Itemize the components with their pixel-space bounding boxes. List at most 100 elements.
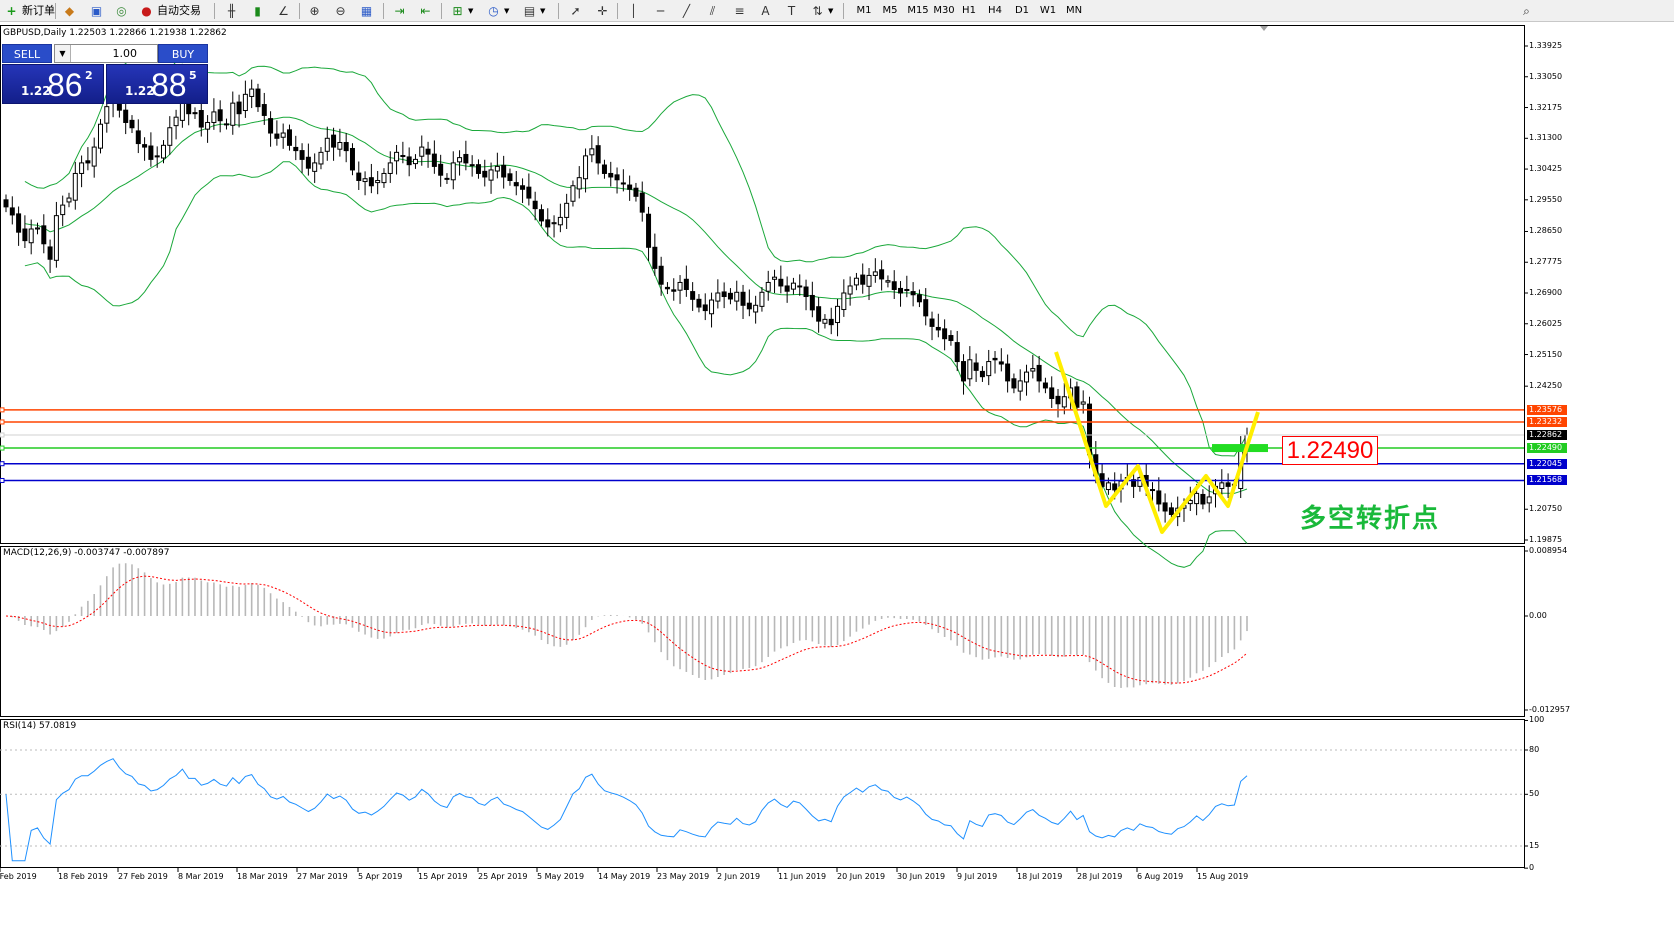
bull-candle (457, 157, 463, 163)
horizontal-line-button[interactable]: ─ (651, 1, 670, 21)
auto-scroll-button[interactable]: ⇥ (390, 1, 409, 21)
search-button[interactable]: ⌕ (1517, 1, 1536, 21)
crosshair-button[interactable]: ✛ (593, 1, 612, 21)
timeframe-m15[interactable]: M15 (907, 5, 929, 16)
bear-candle (1131, 479, 1137, 487)
templates-button[interactable]: ▤ ▼ (523, 3, 546, 18)
rsi-line (5, 758, 1248, 862)
tile-windows-button[interactable]: ▦ (357, 1, 376, 21)
bull-candle (1105, 482, 1111, 491)
bear-candle (1042, 382, 1048, 389)
bull-candle (173, 116, 179, 127)
sell-price[interactable]: 1.22 86 2 (2, 64, 104, 104)
new-order-label: 新订单 (22, 4, 55, 17)
zoom-out-button[interactable]: ⊖ (331, 1, 350, 21)
text-icon: A (761, 3, 770, 18)
bear-candle (601, 164, 607, 174)
zoom-in-icon: ⊕ (309, 3, 320, 18)
timeframe-h1[interactable]: H1 (962, 5, 976, 16)
arrows-button[interactable]: ⇅ ▼ (808, 1, 835, 21)
reversal-annotation-text[interactable]: 多空转折点 (1300, 504, 1441, 534)
buy-button[interactable]: BUY (158, 44, 208, 63)
bear-candle (255, 88, 261, 108)
sell-button[interactable]: SELL (2, 44, 52, 63)
indicators-button[interactable]: ⊞ ▼ (448, 1, 475, 21)
lot-dropdown-icon[interactable]: ▼ (55, 45, 71, 62)
trendline-button[interactable]: ╱ (677, 1, 696, 21)
market-watch-button[interactable]: ▣ (87, 1, 106, 21)
price-axis-label: 1.29550 (1529, 194, 1563, 204)
history-button[interactable]: ◆ (60, 1, 79, 21)
bear-candle (1156, 490, 1162, 505)
bear-candle (406, 156, 412, 166)
bear-candle (658, 265, 664, 285)
timeframe-mn[interactable]: MN (1065, 5, 1083, 16)
equidistant-channel-button[interactable]: ⫽ (703, 1, 722, 21)
timeframe-m30[interactable]: M30 (933, 5, 955, 16)
cursor-button[interactable]: ➚ (566, 1, 585, 21)
buy-price-fraction: 5 (189, 69, 197, 82)
bear-candle (620, 182, 626, 185)
bear-candle (532, 200, 538, 210)
timeframe-d1[interactable]: D1 (1014, 5, 1030, 16)
date-axis-label: 8 Mar 2019 (178, 872, 224, 881)
price-axis-label: 1.30425 (1529, 164, 1563, 174)
bull-candle (387, 162, 393, 174)
price-annotation-box[interactable]: 1.22490 (1282, 436, 1378, 465)
chart-shift-button[interactable]: ⇤ (416, 1, 435, 21)
timeframe-w1[interactable]: W1 (1039, 5, 1057, 16)
vertical-line-button[interactable]: │ (624, 1, 643, 21)
bull-candle (797, 285, 803, 288)
fibonacci-button[interactable]: ≡ (730, 1, 749, 21)
bear-candle (1074, 386, 1080, 408)
bear-candle (998, 361, 1004, 365)
bull-candle (1206, 496, 1212, 504)
navigator-icon: ◎ (116, 3, 127, 18)
bear-candle (961, 361, 967, 382)
date-axis-label: 5 Apr 2019 (358, 872, 403, 881)
date-axis-label: 9 Jul 2019 (957, 872, 998, 881)
auto-trade-button[interactable]: ● 自动交易 (137, 1, 203, 21)
bear-candle (664, 286, 670, 290)
hline-icon: ─ (656, 3, 665, 18)
bear-candle (356, 172, 362, 181)
bull-candle (412, 158, 418, 165)
zoom-in-button[interactable]: ⊕ (305, 1, 324, 21)
vline-icon: │ (629, 3, 638, 18)
macd-signal-line (5, 575, 1248, 684)
price-axis-label: 1.28650 (1529, 226, 1563, 236)
bull-candle (167, 127, 173, 146)
candle-chart-button[interactable]: ▮ (248, 1, 267, 21)
line-chart-button[interactable]: ∠ (274, 1, 293, 21)
bear-candle (22, 228, 28, 242)
buy-price[interactable]: 1.22 88 5 (106, 64, 208, 104)
zoom-out-icon: ⊖ (335, 3, 346, 18)
bull-candle (249, 88, 255, 97)
bear-candle (305, 156, 311, 169)
bar-chart-button[interactable]: ╫ (222, 1, 241, 21)
text-button[interactable]: A (756, 1, 775, 21)
periods-button[interactable]: ◷ ▼ (484, 1, 511, 21)
text-label-button[interactable]: T (782, 1, 801, 21)
bull-candle (337, 142, 343, 150)
new-order-button[interactable]: + 新订单 (2, 1, 57, 21)
bull-candle (1194, 492, 1200, 505)
timeframe-m5[interactable]: M5 (882, 5, 898, 16)
bear-candle (482, 170, 488, 178)
lot-size-input[interactable]: ▼ 1.00 (54, 44, 158, 63)
bull-candle (53, 215, 59, 261)
bear-candle (992, 357, 998, 361)
equidistant-icon: ⫽ (709, 3, 716, 18)
line-chart-icon: ∠ (278, 3, 289, 18)
navigator-button[interactable]: ◎ (112, 1, 131, 21)
trendline-icon: ╱ (682, 3, 691, 18)
timeframe-m1[interactable]: M1 (856, 5, 872, 16)
bull-candle (362, 178, 368, 183)
macd-axis-label: -0.012957 (1529, 705, 1571, 714)
crosshair-icon: ✛ (597, 3, 608, 18)
bull-candle (79, 162, 85, 174)
date-axis-label: 18 Jul 2019 (1017, 872, 1063, 881)
bear-candle (520, 185, 526, 190)
timeframe-h4[interactable]: H4 (988, 5, 1002, 16)
